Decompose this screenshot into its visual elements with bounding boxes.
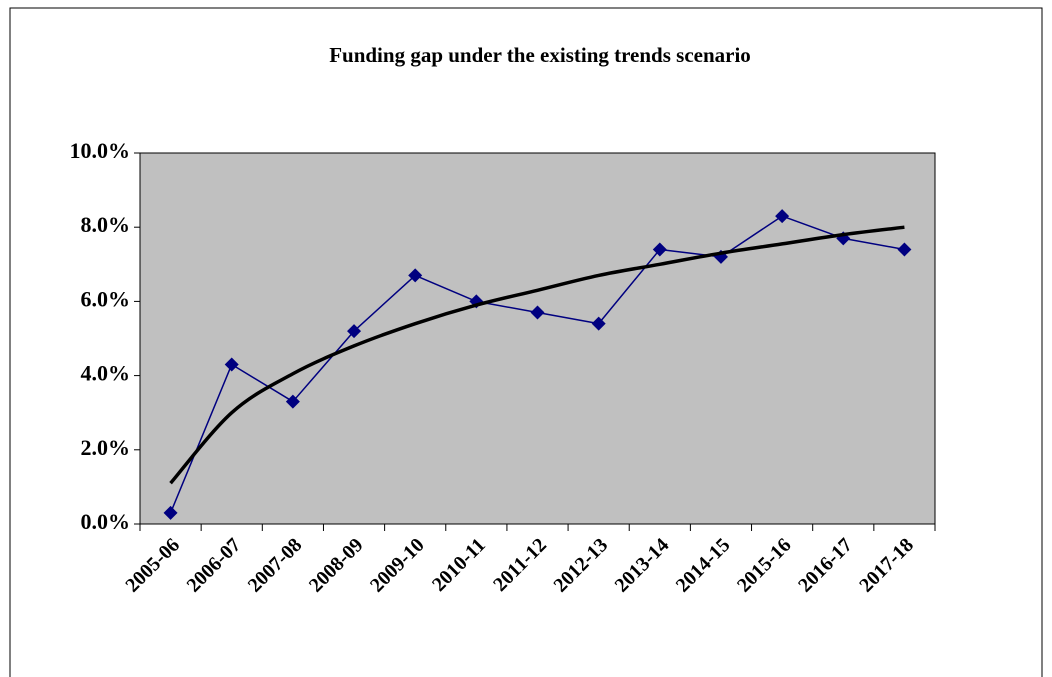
y-tick-label: 2.0% — [81, 435, 131, 460]
y-tick-label: 0.0% — [81, 509, 131, 534]
data-point — [652, 242, 667, 257]
chart-title: Funding gap under the existing trends sc… — [329, 43, 751, 67]
data-point — [285, 394, 300, 409]
chart-border — [9, 7, 1043, 677]
x-tick-label: 2011-12 — [489, 534, 551, 596]
x-tick-label: 2012-13 — [549, 534, 612, 597]
series-line — [169, 225, 905, 485]
data-point — [408, 268, 423, 283]
x-tick-label: 2006-07 — [183, 534, 246, 597]
x-tick-label: 2013-14 — [611, 534, 674, 597]
y-tick-label: 8.0% — [81, 212, 131, 237]
x-tick-label: 2009-10 — [366, 534, 429, 597]
plot-area — [139, 152, 936, 525]
data-point — [224, 357, 239, 372]
y-tick-label: 4.0% — [81, 361, 131, 386]
x-tick-label: 2015-16 — [733, 534, 796, 597]
data-point — [163, 505, 178, 520]
data-point — [591, 316, 606, 331]
x-tick-label: 2008-09 — [305, 534, 368, 597]
x-tick-label: 2005-06 — [121, 534, 184, 597]
y-tick-label: 10.0% — [70, 138, 131, 163]
x-tick-label: 2007-08 — [244, 534, 307, 597]
data-point — [530, 305, 545, 320]
x-tick-label: 2014-15 — [672, 534, 735, 597]
x-tick-label: 2016-17 — [794, 534, 857, 597]
y-tick-label: 6.0% — [81, 286, 131, 311]
x-tick-label: 2017-18 — [855, 534, 918, 597]
data-point — [775, 209, 790, 224]
data-point — [347, 324, 362, 339]
x-tick-label: 2010-11 — [428, 534, 490, 596]
data-point — [897, 242, 912, 257]
